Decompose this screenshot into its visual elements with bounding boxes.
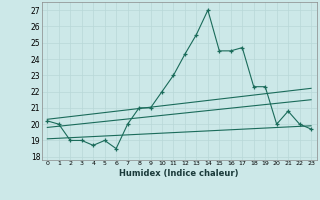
- X-axis label: Humidex (Indice chaleur): Humidex (Indice chaleur): [119, 169, 239, 178]
